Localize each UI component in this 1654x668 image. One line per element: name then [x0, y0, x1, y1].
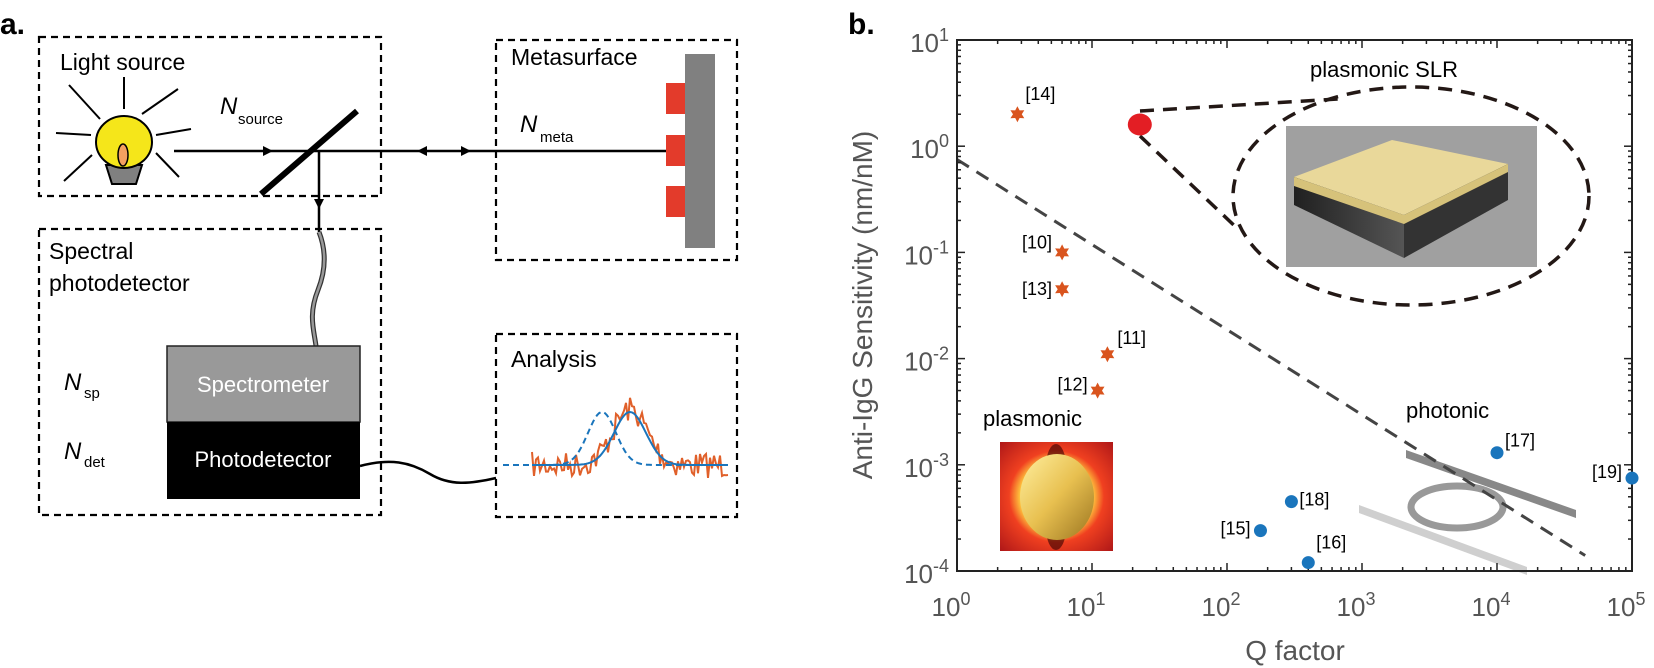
data-point-star: [1010, 106, 1025, 123]
data-point-label: [12]: [1058, 375, 1088, 395]
n-meta-symbol: N: [520, 111, 538, 138]
data-point-star: [1055, 244, 1069, 261]
data-point-label: [18]: [1299, 490, 1329, 510]
beam-splitter: [259, 108, 359, 197]
slr-annotation: plasmonic SLR: [1310, 57, 1458, 82]
panel-a: a. Light source N source Metasurface: [0, 8, 739, 519]
n-source-symbol: N: [220, 93, 238, 120]
data-point-star: [1090, 382, 1105, 399]
y-tick-label: 101: [910, 25, 949, 58]
data-point-label: [10]: [1022, 232, 1052, 252]
panel-a-label: a.: [0, 8, 25, 41]
x-tick-label: 105: [1607, 589, 1646, 622]
panel-b-label: b.: [848, 8, 875, 41]
n-sp-subscript: sp: [84, 385, 100, 402]
data-point-slr: [1127, 113, 1152, 136]
data-point-label: [17]: [1505, 431, 1535, 451]
plot-frame: [956, 39, 1633, 572]
data-point-label: [16]: [1316, 533, 1346, 553]
n-source-subscript: source: [238, 111, 283, 128]
data-point-label: [11]: [1117, 328, 1146, 348]
spectral-title-line2: photodetector: [49, 270, 190, 296]
y-tick-label: 10-3: [904, 450, 949, 483]
y-tick-label: 10-4: [904, 556, 949, 589]
x-tick-label: 103: [1337, 589, 1376, 622]
data-point-circle: [1625, 471, 1639, 485]
n-det-symbol: N: [64, 438, 82, 465]
x-tick-label: 100: [932, 589, 971, 622]
photodetector-block: [167, 422, 360, 499]
spectrometer-label: Spectrometer: [197, 372, 329, 397]
slr-array-image: [1286, 126, 1537, 267]
analysis-spectrum: [503, 397, 729, 479]
data-point-star: [1055, 281, 1069, 298]
slr-leader-line: [1139, 97, 1339, 113]
metasurface-box: [494, 38, 739, 262]
x-axis-label: Q factor: [1245, 635, 1345, 666]
trend-line: [956, 158, 1586, 557]
plasmonic-nanoparticle-image: [1000, 442, 1113, 551]
n-meta-subscript: meta: [540, 129, 574, 146]
data-point-label: [13]: [1022, 279, 1052, 299]
photonic-annotation: photonic: [1406, 398, 1489, 423]
photonic-ring-resonator-image: [1359, 450, 1576, 575]
light-source-box: [37, 35, 383, 198]
data-point-circle: [1253, 524, 1267, 538]
spectral-photodetector-box: [37, 227, 383, 517]
y-tick-label: 10-2: [904, 344, 949, 377]
arrow-right-icon: [461, 146, 471, 156]
data-point-label: [14]: [1025, 84, 1055, 104]
light-bulb-icon: [55, 77, 192, 185]
data-point-label: [15]: [1220, 519, 1250, 539]
plasmonic-annotation: plasmonic: [983, 406, 1082, 431]
reference-spectrum-line: [503, 411, 727, 466]
scatter-chart: 100 101 102 103 104 105 101 100 10-1 10-2 10-3 10-4…: [904, 25, 1645, 622]
arrow-down-icon: [314, 199, 324, 209]
photodetector-label: Photodetector: [195, 447, 332, 472]
arrow-left-icon: [417, 146, 427, 156]
data-point-star: [1100, 346, 1115, 363]
spectrometer-block: [166, 345, 361, 423]
panel-b: b. plasmonic SLR plasmonic photonic: [847, 8, 1645, 666]
n-sp-symbol: N: [64, 369, 82, 396]
y-tick-label: 10-1: [904, 237, 949, 270]
slr-zoom-ellipse: [1231, 85, 1591, 307]
data-point-circle: [1490, 446, 1504, 460]
arrow-right-icon: [263, 146, 273, 156]
data-point-circle: [1284, 495, 1298, 509]
metasurface-device: [666, 54, 715, 248]
analysis-box: [494, 332, 739, 519]
optical-beam: [174, 108, 666, 232]
data-point-label: [19]: [1592, 462, 1622, 482]
x-tick-label: 104: [1472, 589, 1511, 622]
metasurface-title: Metasurface: [511, 44, 638, 70]
fit-spectrum-line: [532, 410, 728, 466]
light-source-title: Light source: [60, 49, 185, 75]
y-axis-label: Anti-IgG Sensitivity (nm/nM): [847, 131, 878, 480]
data-cable: [359, 460, 497, 485]
x-tick-label: 101: [1067, 589, 1106, 622]
spectral-title-line1: Spectral: [49, 238, 133, 264]
y-tick-label: 100: [910, 131, 949, 164]
x-tick-label: 102: [1202, 589, 1241, 622]
analysis-title: Analysis: [511, 346, 597, 372]
data-point-circle: [1301, 556, 1315, 570]
slr-leader-line: [1138, 134, 1242, 233]
n-det-subscript: det: [84, 454, 106, 471]
